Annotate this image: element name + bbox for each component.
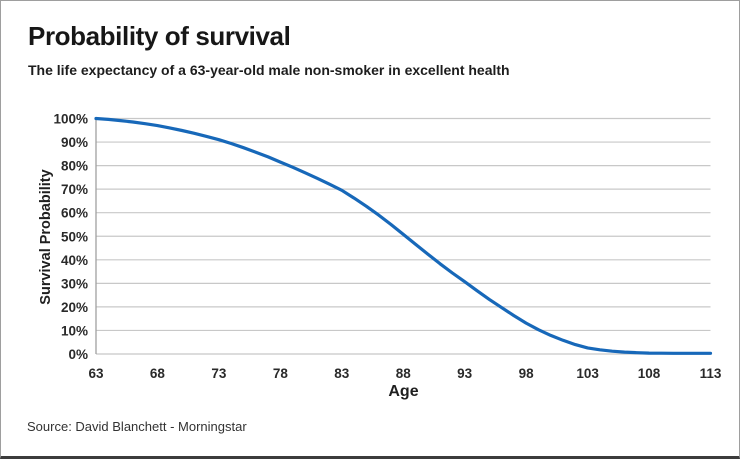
x-tick-label-103: 103 xyxy=(576,366,599,381)
x-tick-label-63: 63 xyxy=(88,366,104,381)
page-title: Probability of survival xyxy=(28,21,291,51)
x-tick-label-113: 113 xyxy=(700,366,722,381)
y-tick-label-80: 80% xyxy=(61,159,88,174)
x-tick-label-93: 93 xyxy=(457,366,473,381)
x-tick-label-108: 108 xyxy=(638,366,661,381)
x-tick-label-98: 98 xyxy=(519,366,535,381)
x-tick-label-73: 73 xyxy=(211,366,227,381)
x-tick-label-68: 68 xyxy=(150,366,166,381)
y-tick-label-20: 20% xyxy=(61,300,88,315)
x-axis-title: Age xyxy=(388,383,419,400)
y-tick-label-90: 90% xyxy=(61,135,88,150)
y-axis-title: Survival Probability xyxy=(38,169,54,305)
y-tick-label-10: 10% xyxy=(61,323,88,338)
x-tick-label-88: 88 xyxy=(396,366,412,381)
x-tick-label-78: 78 xyxy=(273,366,289,381)
source-attribution: Source: David Blanchett - Morningstar xyxy=(27,419,247,434)
chart-subtitle: The life expectancy of a 63-year-old mal… xyxy=(28,62,510,78)
y-tick-label-100: 100% xyxy=(53,112,88,127)
y-tick-label-0: 0% xyxy=(68,347,88,362)
x-tick-label-83: 83 xyxy=(334,366,350,381)
y-tick-label-60: 60% xyxy=(61,206,88,221)
survival-curve xyxy=(94,116,713,355)
y-tick-label-40: 40% xyxy=(61,253,88,268)
y-tick-label-70: 70% xyxy=(61,182,88,197)
survival-chart-plot: 0% 10% 20% 30% 40% 50% 60% 70% 80% 90% 100% 63 68 73 7… xyxy=(53,112,722,382)
y-tick-label-50: 50% xyxy=(61,229,88,244)
y-tick-label-30: 30% xyxy=(61,276,88,291)
